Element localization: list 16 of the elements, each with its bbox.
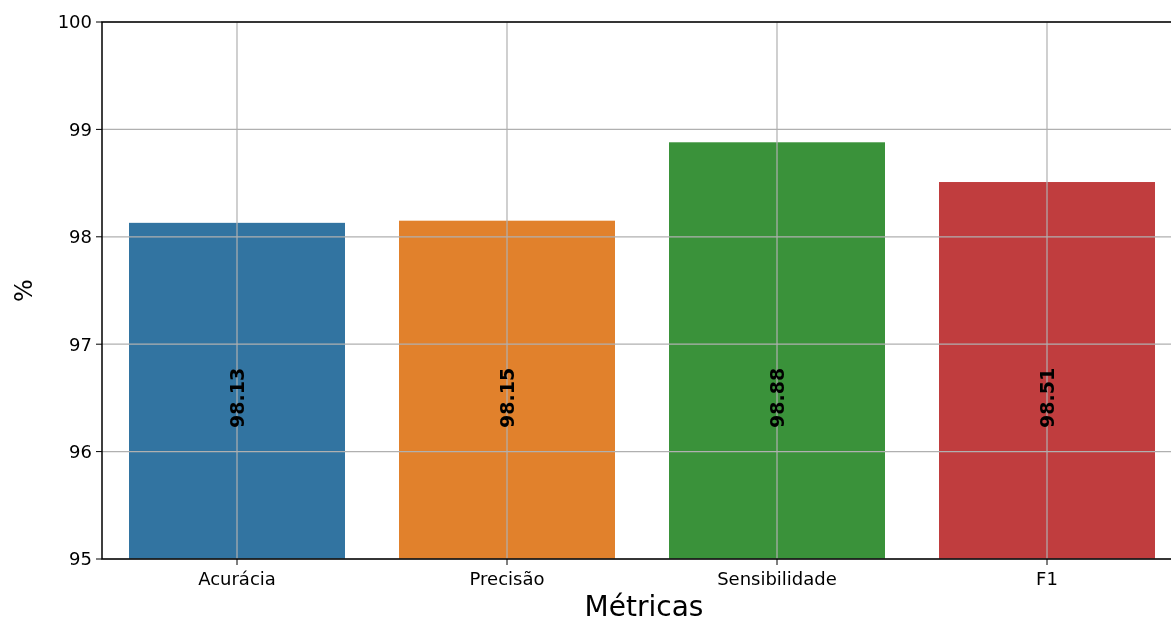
x-tick-label: Precisão xyxy=(469,568,545,589)
data-label: 98.15 xyxy=(495,367,518,428)
y-tick-label: 99 xyxy=(69,118,92,140)
data-label: 98.88 xyxy=(765,367,788,428)
x-axis-title: Métricas xyxy=(584,590,704,623)
y-tick-label: 100 xyxy=(57,11,92,33)
x-tick-label: Acurácia xyxy=(198,568,276,589)
y-tick-label: 98 xyxy=(69,226,92,248)
y-tick-label: 95 xyxy=(69,548,92,570)
data-label: 98.13 xyxy=(225,367,248,428)
y-axis-title: % xyxy=(10,279,38,302)
y-tick-label: 96 xyxy=(69,440,92,462)
y-tick-label: 97 xyxy=(69,333,92,355)
x-tick-label: Sensibilidade xyxy=(717,568,837,589)
x-tick-label: F1 xyxy=(1036,568,1058,589)
data-label: 98.51 xyxy=(1035,367,1058,428)
